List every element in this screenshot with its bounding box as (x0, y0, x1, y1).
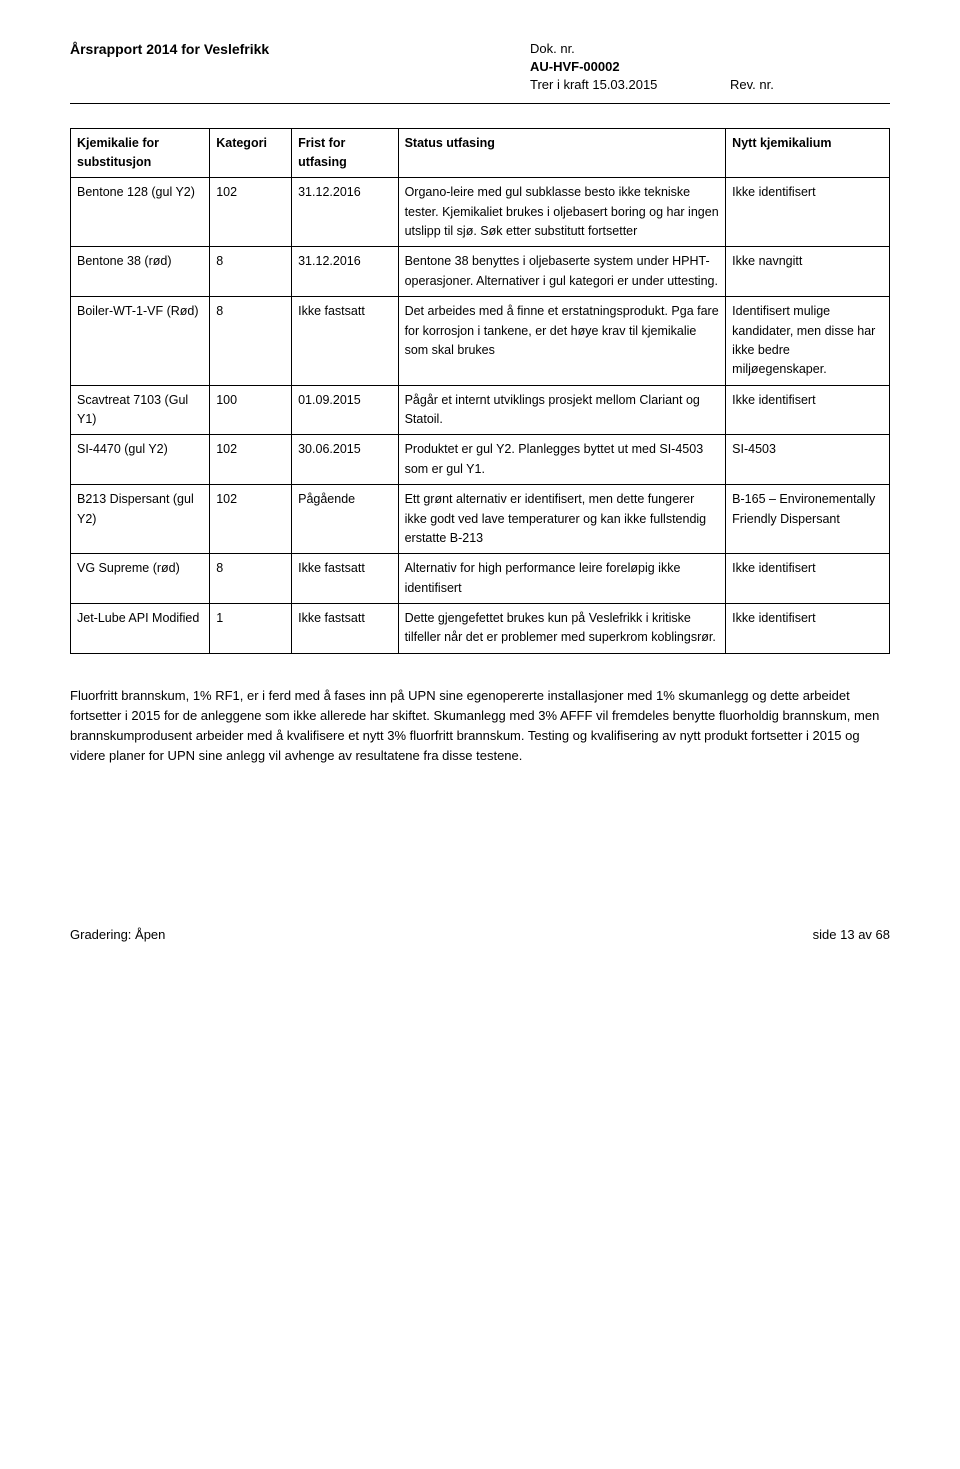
cell: Scavtreat 7103 (Gul Y1) (71, 385, 210, 435)
cell: Ikke identifisert (726, 178, 890, 247)
cell: 30.06.2015 (292, 435, 398, 485)
cell: 102 (210, 435, 292, 485)
cell: SI-4470 (gul Y2) (71, 435, 210, 485)
table-header-row: Kjemikalie for substitusjon Kategori Fri… (71, 128, 890, 178)
table-row: B213 Dispersant (gul Y2) 102 Pågående Et… (71, 485, 890, 554)
cell: Boiler-WT-1-VF (Rød) (71, 297, 210, 386)
dok-label: Dok. nr. (530, 40, 730, 58)
col-header: Nytt kjemikalium (726, 128, 890, 178)
cell: Alternativ for high performance leire fo… (398, 554, 726, 604)
col-header: Kjemikalie for substitusjon (71, 128, 210, 178)
header-meta: Dok. nr. AU-HVF-00002 Trer i kraft 15.03… (530, 40, 890, 95)
table-row: VG Supreme (rød) 8 Ikke fastsatt Alterna… (71, 554, 890, 604)
cell: Pågående (292, 485, 398, 554)
cell: 8 (210, 247, 292, 297)
cell: Ikke fastsatt (292, 554, 398, 604)
cell: 8 (210, 554, 292, 604)
chemicals-table: Kjemikalie for substitusjon Kategori Fri… (70, 128, 890, 654)
cell: Ikke fastsatt (292, 297, 398, 386)
cell: 102 (210, 178, 292, 247)
cell: Ikke identifisert (726, 385, 890, 435)
cell: B213 Dispersant (gul Y2) (71, 485, 210, 554)
footer-page-number: side 13 av 68 (813, 926, 890, 944)
cell: Produktet er gul Y2. Planlegges byttet u… (398, 435, 726, 485)
cell: Bentone 128 (gul Y2) (71, 178, 210, 247)
dok-number: AU-HVF-00002 (530, 58, 730, 76)
cell: Organo-leire med gul subklasse besto ikk… (398, 178, 726, 247)
cell: 31.12.2016 (292, 178, 398, 247)
cell: 100 (210, 385, 292, 435)
cell: 8 (210, 297, 292, 386)
col-header: Frist for utfasing (292, 128, 398, 178)
cell: Pågår et internt utviklings prosjekt mel… (398, 385, 726, 435)
cell: Bentone 38 (rød) (71, 247, 210, 297)
header-divider (70, 103, 890, 104)
cell: Ikke navngitt (726, 247, 890, 297)
header-title: Årsrapport 2014 for Veslefrikk (70, 40, 269, 95)
table-row: Jet-Lube API Modified 1 Ikke fastsatt De… (71, 604, 890, 654)
cell: Ikke fastsatt (292, 604, 398, 654)
table-row: Bentone 128 (gul Y2) 102 31.12.2016 Orga… (71, 178, 890, 247)
cell: 31.12.2016 (292, 247, 398, 297)
table-row: Bentone 38 (rød) 8 31.12.2016 Bentone 38… (71, 247, 890, 297)
cell: B-165 – Environementally Friendly Disper… (726, 485, 890, 554)
table-row: Boiler-WT-1-VF (Rød) 8 Ikke fastsatt Det… (71, 297, 890, 386)
cell: 1 (210, 604, 292, 654)
cell: 01.09.2015 (292, 385, 398, 435)
cell: Identifisert mulige kandidater, men diss… (726, 297, 890, 386)
cell: Ikke identifisert (726, 604, 890, 654)
effective-date: Trer i kraft 15.03.2015 (530, 76, 730, 94)
cell: Dette gjengefettet brukes kun på Veslefr… (398, 604, 726, 654)
page-header: Årsrapport 2014 for Veslefrikk Dok. nr. … (70, 40, 890, 95)
cell: Bentone 38 benyttes i oljebaserte system… (398, 247, 726, 297)
footer-classification: Gradering: Åpen (70, 926, 165, 944)
cell: Det arbeides med å finne et erstatningsp… (398, 297, 726, 386)
table-row: SI-4470 (gul Y2) 102 30.06.2015 Produkte… (71, 435, 890, 485)
rev-label: Rev. nr. (730, 76, 774, 94)
body-paragraph: Fluorfritt brannskum, 1% RF1, er i ferd … (70, 686, 890, 767)
cell: 102 (210, 485, 292, 554)
cell: Ikke identifisert (726, 554, 890, 604)
col-header: Kategori (210, 128, 292, 178)
col-header: Status utfasing (398, 128, 726, 178)
cell: VG Supreme (rød) (71, 554, 210, 604)
cell: Jet-Lube API Modified (71, 604, 210, 654)
cell: SI-4503 (726, 435, 890, 485)
table-body: Bentone 128 (gul Y2) 102 31.12.2016 Orga… (71, 178, 890, 654)
table-row: Scavtreat 7103 (Gul Y1) 100 01.09.2015 P… (71, 385, 890, 435)
cell: Ett grønt alternativ er identifisert, me… (398, 485, 726, 554)
page-footer: Gradering: Åpen side 13 av 68 (70, 926, 890, 944)
